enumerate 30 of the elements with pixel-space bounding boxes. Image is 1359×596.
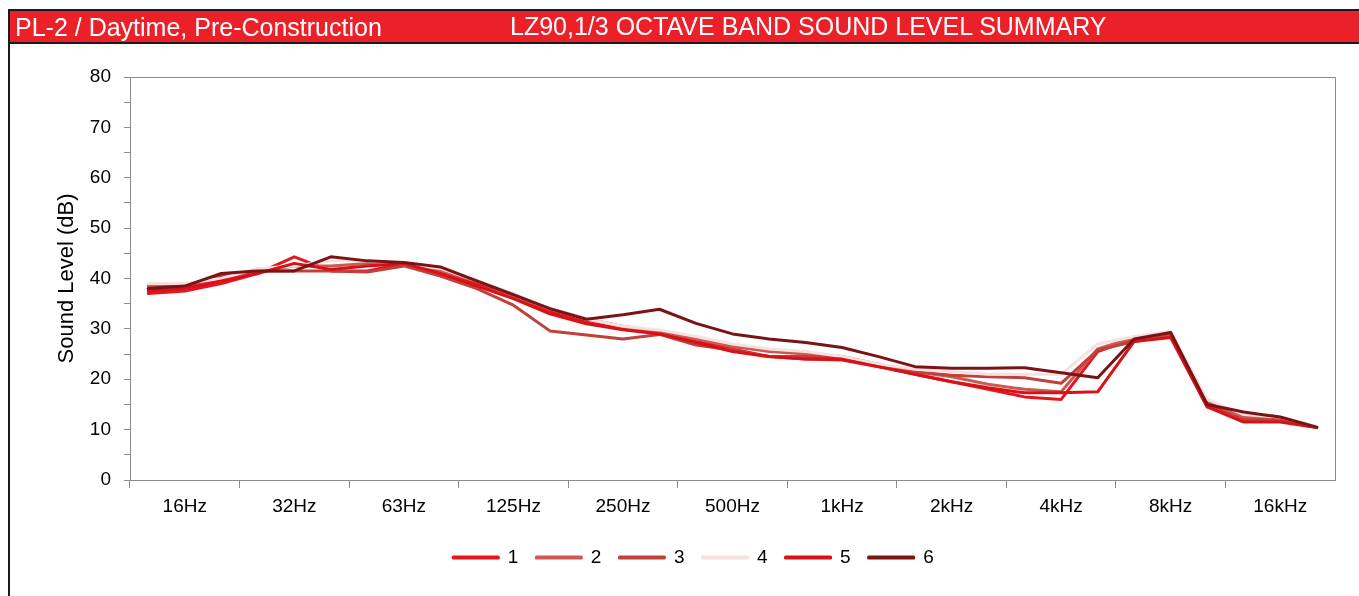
legend-label: 3 bbox=[673, 545, 685, 567]
x-tick-label: 16kHz bbox=[1253, 494, 1308, 516]
chart-subtitle: PL-2 / Daytime, Pre-Construction bbox=[15, 12, 382, 42]
chart-title: LZ90,1/3 OCTAVE BAND SOUND LEVEL SUMMARY bbox=[510, 11, 1107, 41]
y-tick-label: 80 bbox=[89, 65, 111, 87]
x-tick-label: 125Hz bbox=[485, 494, 541, 516]
legend-label: 5 bbox=[840, 545, 851, 567]
legend-label: 1 bbox=[507, 545, 519, 567]
y-tick-label: 20 bbox=[89, 367, 111, 389]
legend-label: 2 bbox=[590, 545, 602, 567]
x-tick-label: 32Hz bbox=[272, 494, 317, 516]
y-tick-label: 60 bbox=[89, 165, 111, 187]
x-tick-label: 63Hz bbox=[381, 494, 427, 516]
x-tick-label: 500Hz bbox=[705, 494, 760, 516]
x-tick-label: 4kHz bbox=[1039, 494, 1083, 516]
y-axis-title: Sound Level (dB) bbox=[53, 193, 79, 364]
y-tick-label: 50 bbox=[89, 216, 111, 238]
legend-label: 4 bbox=[757, 545, 768, 567]
x-tick-label: 8kHz bbox=[1149, 494, 1193, 516]
y-tick-label: 40 bbox=[89, 266, 111, 288]
x-tick-label: 16Hz bbox=[162, 494, 207, 516]
title-banner: PL-2 / Daytime, Pre-Construction LZ90,1/3 OCTAVE BAND SOUND LEVEL SUMMARY bbox=[8, 9, 1359, 44]
legend-label: 6 bbox=[923, 545, 934, 567]
y-tick-label: 30 bbox=[89, 317, 111, 339]
y-tick-label: 70 bbox=[89, 115, 111, 137]
x-tick-label: 250Hz bbox=[595, 494, 651, 516]
y-tick-label: 0 bbox=[100, 468, 111, 490]
x-tick-label: 2kHz bbox=[929, 494, 974, 516]
x-tick-label: 1kHz bbox=[820, 494, 864, 516]
y-tick-label: 10 bbox=[89, 417, 111, 439]
